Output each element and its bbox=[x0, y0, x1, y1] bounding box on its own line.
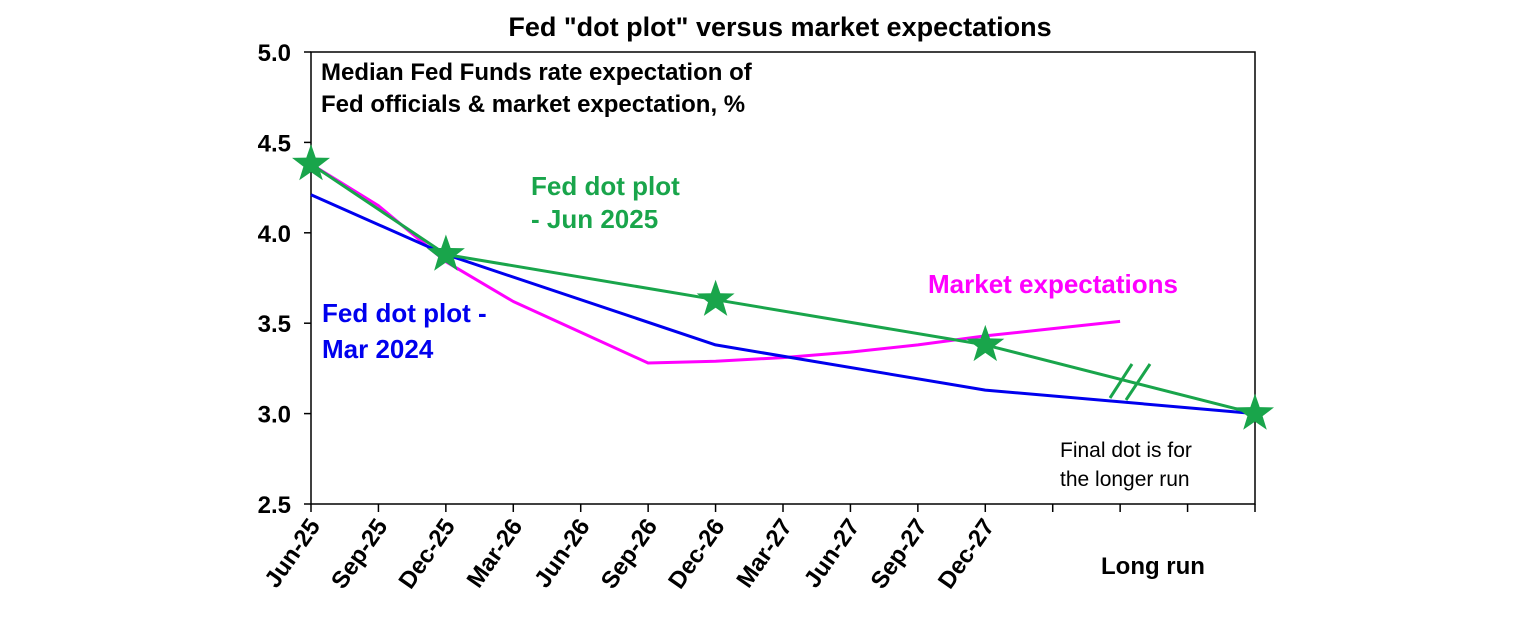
x-tick-label: Sep-26 bbox=[596, 514, 663, 594]
y-axis: 2.5 3.0 3.5 4.0 4.5 5.0 bbox=[258, 40, 311, 519]
x-tick-label: Jun-25 bbox=[259, 514, 325, 593]
x-tick-label: Sep-25 bbox=[326, 514, 393, 594]
x-tick-label: Mar-26 bbox=[462, 514, 528, 593]
x-tick-label: Dec-25 bbox=[394, 514, 461, 594]
jun-2025-star-point bbox=[426, 234, 465, 271]
axis-break-mark bbox=[1108, 363, 1152, 401]
x-tick-label: Jun-26 bbox=[529, 514, 595, 593]
y-tick-label: 4.0 bbox=[258, 221, 291, 248]
jun-2025-star-point bbox=[292, 144, 330, 181]
mar-2024-label-line-2: Mar 2024 bbox=[322, 334, 434, 364]
mar-2024-label-line-1: Fed dot plot - bbox=[322, 298, 487, 328]
series-layer bbox=[292, 144, 1274, 430]
jun-2025-star-point bbox=[1236, 393, 1274, 430]
chart-subtitle-line-1: Median Fed Funds rate expectation of bbox=[321, 59, 753, 86]
final-dot-note-line-2: the longer run bbox=[1060, 468, 1190, 491]
x-tick-long-run: Long run bbox=[1101, 553, 1205, 580]
y-tick-label: 3.0 bbox=[258, 402, 291, 429]
y-tick-label: 3.5 bbox=[258, 311, 291, 338]
x-axis: Jun-25 Sep-25 Dec-25 Mar-26 Jun-26 Sep-26 Dec-… bbox=[259, 504, 1256, 594]
y-tick-label: 5.0 bbox=[258, 40, 291, 67]
chart-subtitle-line-2: Fed officials & market expectation, % bbox=[321, 91, 745, 118]
y-tick-label: 2.5 bbox=[258, 492, 291, 519]
jun-2025-label-line-1: Fed dot plot bbox=[531, 171, 680, 201]
y-tick-label: 4.5 bbox=[258, 130, 291, 157]
series-line-fed-mar-2024 bbox=[310, 193, 1256, 416]
chart-title: Fed "dot plot" versus market expectation… bbox=[508, 12, 1051, 42]
x-tick-label: Jun-27 bbox=[799, 514, 865, 593]
x-tick-label: Sep-27 bbox=[866, 514, 933, 594]
final-dot-note-line-1: Final dot is for bbox=[1060, 439, 1192, 462]
x-tick-label: Dec-26 bbox=[663, 514, 730, 594]
jun-2025-star-point bbox=[696, 279, 735, 316]
jun-2025-label-line-2: - Jun 2025 bbox=[531, 204, 658, 234]
market-expectations-label: Market expectations bbox=[928, 269, 1178, 299]
x-tick-label: Mar-27 bbox=[731, 514, 797, 593]
x-tick-label: Dec-27 bbox=[933, 514, 1000, 594]
jun-2025-star-point bbox=[966, 324, 1005, 362]
